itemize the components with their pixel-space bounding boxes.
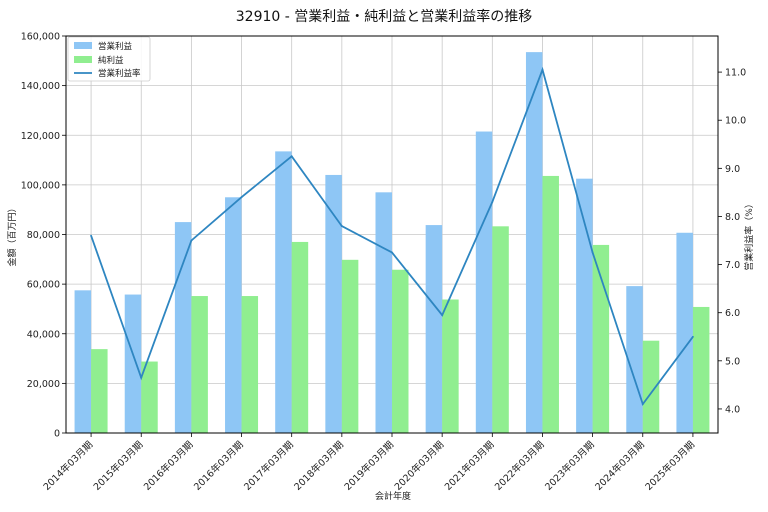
x-tick-label: 2016年03月期: [141, 439, 195, 493]
bar-net-profit: [392, 269, 409, 433]
y-tick-label: 160,000: [21, 32, 60, 43]
point-operating-margin: [692, 335, 694, 338]
y2-tick-label: 7.0: [725, 260, 740, 271]
bar-net-profit: [592, 244, 610, 433]
y-tick-label: 120,000: [21, 131, 60, 142]
x-tick-label: 2015年03月期: [91, 439, 145, 493]
x-ticks: 2014年03月期2015年03月期2016年03月期2016年03月期2017…: [41, 433, 697, 493]
x-tick-label: 2023年03月期: [542, 439, 596, 493]
point-operating-margin: [90, 234, 92, 237]
y2-tick-label: 8.0: [725, 212, 740, 223]
bar-operating-profit: [74, 290, 92, 433]
y-tick-label: 140,000: [21, 81, 60, 92]
legend-label-operating-profit: 営業利益: [98, 41, 133, 52]
bar-net-profit: [191, 296, 208, 433]
y2-axis-label: 営業利益率（%）: [743, 199, 755, 271]
x-tick-label: 2018年03月期: [292, 439, 346, 493]
y-tick-label: 80,000: [27, 230, 60, 241]
x-tick-label: 2022年03月期: [492, 439, 546, 493]
y2-ticks: 4.0 5.0 6.0 7.0 8.0 9.0 10.0 11.0: [718, 68, 746, 415]
point-operating-margin: [190, 239, 193, 242]
legend-swatch-net-profit: [74, 56, 92, 63]
legend-swatch-operating-profit: [74, 42, 92, 49]
bar-net-profit: [642, 340, 660, 433]
y-tick-label: 60,000: [27, 280, 60, 291]
bar-net-profit: [141, 361, 158, 433]
point-operating-margin: [340, 225, 343, 227]
bar-operating-profit: [576, 178, 593, 433]
legend-label-operating-margin: 営業利益率: [98, 68, 141, 79]
x-tick-label: 2025年03月期: [643, 439, 697, 493]
bar-operating-profit: [325, 174, 342, 433]
point-operating-margin: [290, 155, 293, 158]
bar-operating-profit: [375, 192, 392, 433]
y-tick-label: 40,000: [27, 329, 60, 340]
legend-label-net-profit: 純利益: [98, 55, 124, 66]
bar-net-profit: [442, 299, 459, 433]
y-tick-label: 20,000: [27, 379, 60, 390]
y2-tick-label: 5.0: [725, 356, 740, 367]
point-operating-margin: [391, 251, 393, 254]
point-operating-margin: [240, 196, 243, 199]
bar-net-profit: [291, 241, 309, 433]
y2-tick-label: 11.0: [725, 68, 746, 79]
bar-operating-profit: [626, 286, 643, 433]
point-operating-margin: [441, 314, 444, 317]
x-tick-label: 2024年03月期: [593, 439, 647, 493]
bar-operating-profit: [425, 225, 443, 433]
y2-tick-label: 10.0: [725, 116, 746, 127]
x-tick-label: 2017年03月期: [242, 439, 296, 493]
x-axis-label: 会計年度: [375, 490, 411, 502]
y-ticks: 0 20,000 40,000 60,000 80,000 100,000 120,000 1…: [21, 32, 66, 440]
x-tick-label: 2016年03月期: [191, 439, 245, 493]
bar-operating-profit: [676, 232, 693, 433]
x-tick-label: 2020年03月期: [392, 439, 446, 493]
x-tick-label: 2014年03月期: [41, 439, 95, 493]
y2-tick-label: 4.0: [725, 404, 740, 415]
chart-title: 32910 - 営業利益・純利益と営業利益率の推移: [236, 8, 533, 25]
bar-net-profit: [341, 259, 359, 433]
point-operating-margin: [140, 376, 143, 379]
bar-net-profit: [91, 349, 108, 433]
bar-net-profit: [692, 306, 710, 433]
x-tick-label: 2021年03月期: [442, 439, 496, 493]
point-operating-margin: [541, 68, 544, 71]
bar-operating-profit: [525, 52, 543, 434]
bar-net-profit: [542, 175, 559, 433]
legend: 営業利益 純利益 営業利益率: [67, 36, 151, 82]
bars: [74, 52, 710, 434]
line-series: [90, 66, 694, 407]
y2-tick-label: 6.0: [725, 308, 740, 319]
y-axis-label: 金額（百万円）: [6, 203, 18, 266]
bar-operating-profit: [174, 222, 192, 433]
bar-operating-profit: [225, 197, 242, 433]
point-operating-margin: [641, 403, 644, 406]
x-tick-label: 2019年03月期: [342, 439, 396, 493]
y-tick-label: 0: [54, 429, 60, 440]
point-operating-margin: [491, 201, 494, 203]
point-operating-margin: [591, 251, 594, 254]
bar-operating-profit: [275, 151, 292, 434]
bar-net-profit: [492, 226, 509, 433]
bar-operating-profit: [475, 131, 493, 433]
y-tick-label: 100,000: [21, 180, 60, 191]
y2-tick-label: 9.0: [725, 164, 740, 175]
bar-operating-profit: [124, 294, 142, 433]
bar-net-profit: [241, 296, 259, 433]
